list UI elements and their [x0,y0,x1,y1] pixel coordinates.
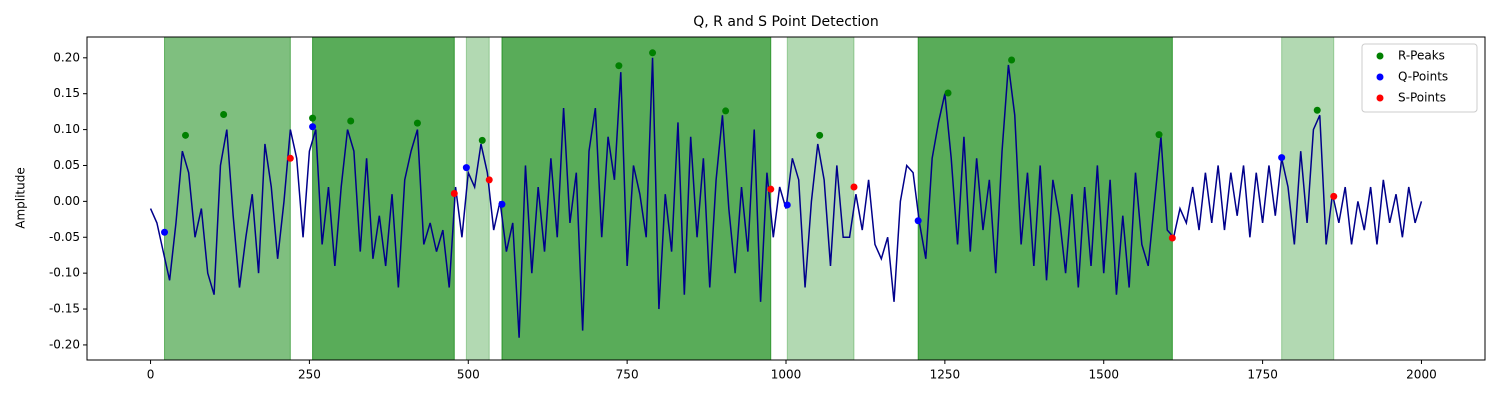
point-marker [220,111,228,119]
point-marker [450,189,458,197]
point-marker [181,131,189,139]
point-marker [850,183,858,191]
x-tick-label: 1250 [930,368,961,382]
highlight-span [465,36,490,361]
highlight-span [501,36,772,361]
y-tick-label: 0.15 [53,86,80,100]
point-marker [498,200,506,208]
legend-marker [1376,94,1384,102]
x-tick-label: 0 [147,368,155,382]
point-marker [309,114,317,122]
point-marker [944,89,952,97]
point-marker [816,131,824,139]
y-axis-label: Amplitude [14,167,28,229]
y-tick-label: -0.15 [49,302,80,316]
legend-label: Q-Points [1398,70,1448,84]
point-marker [462,164,470,172]
point-marker [309,123,317,131]
point-marker [767,185,775,193]
plot-frame [86,36,1486,361]
signal-line [149,57,1423,338]
legend-marker [1376,73,1384,81]
point-marker [485,176,493,184]
legend-box [1361,43,1478,113]
legend-label: R-Peaks [1398,49,1445,63]
point-marker [1155,131,1163,139]
x-tick-label: 500 [457,368,480,382]
chart-title: Q, R and S Point Detection [693,14,878,30]
point-marker [1278,154,1286,162]
x-tick-label: 1750 [1247,368,1278,382]
point-marker [478,136,486,144]
highlight-span [164,36,291,361]
x-tick-label: 750 [616,368,639,382]
legend-label: S-Points [1398,91,1446,105]
highlight-span [786,36,855,361]
x-tick-label: 1500 [1088,368,1119,382]
point-marker [161,228,169,236]
point-marker [615,62,623,70]
point-marker [1330,192,1338,200]
point-marker [914,217,922,225]
y-tick-label: 0.00 [53,194,80,208]
point-marker [722,107,730,115]
x-tick-label: 2000 [1406,368,1437,382]
legend-marker [1376,52,1384,60]
x-tick-label: 1000 [771,368,802,382]
y-tick-label: -0.20 [49,337,80,351]
y-tick-label: 0.20 [53,50,80,64]
point-marker [649,49,657,57]
y-tick-label: 0.05 [53,158,80,172]
x-tick-label: 250 [298,368,321,382]
point-marker [1008,56,1016,64]
point-marker [286,154,294,162]
y-tick-label: -0.10 [49,266,80,280]
y-tick-label: 0.10 [53,122,80,136]
point-marker [347,117,355,125]
point-marker [783,201,791,209]
point-marker [413,119,421,127]
highlight-span [312,36,455,361]
point-marker [1168,234,1176,242]
point-marker [1313,106,1321,114]
y-tick-label: -0.05 [49,230,80,244]
highlight-span [1281,36,1335,361]
